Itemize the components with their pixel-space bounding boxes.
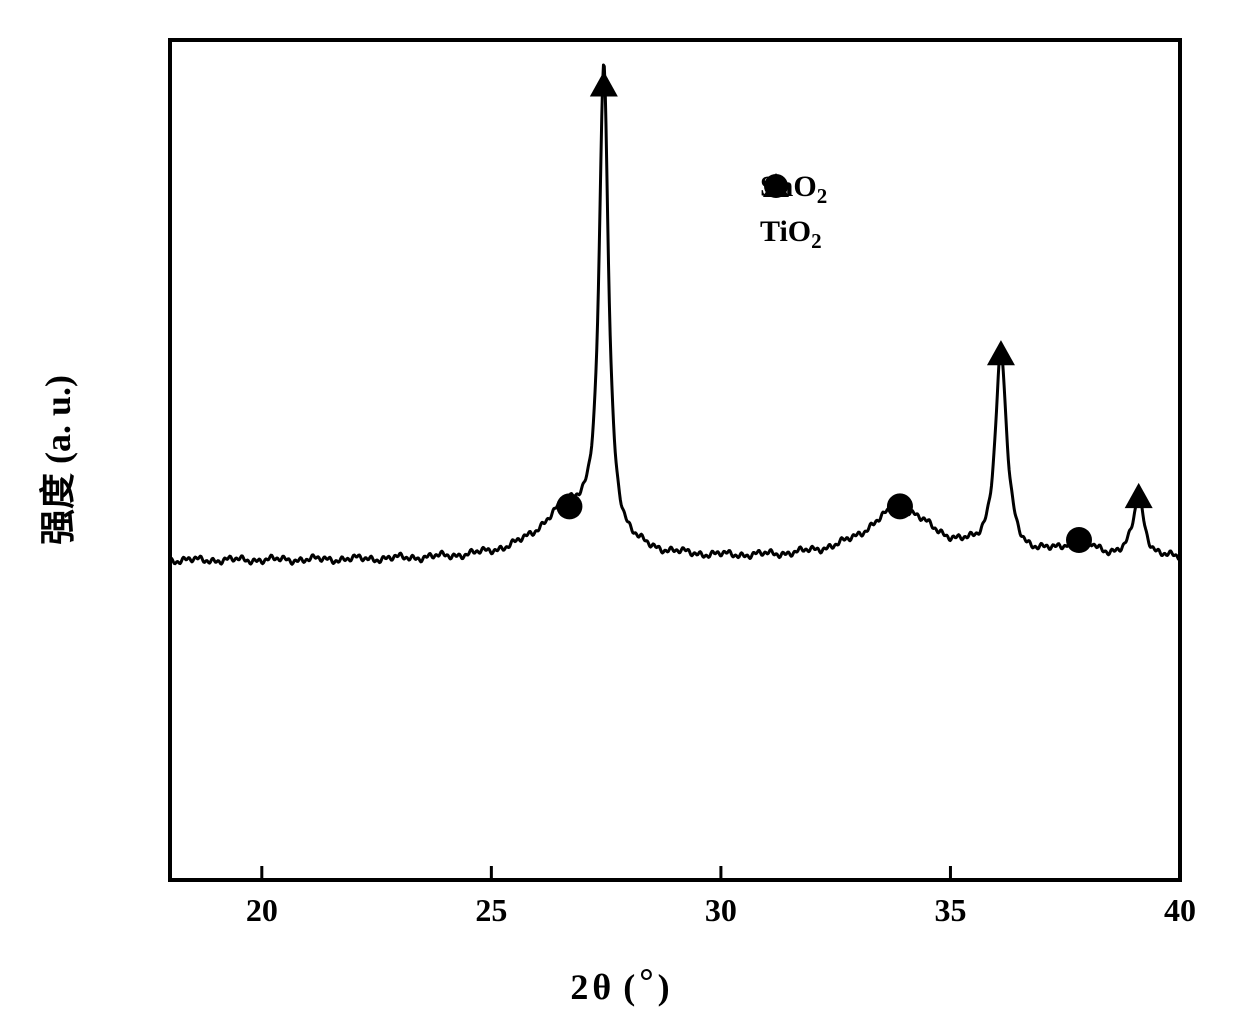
xlabel-lparen: ( xyxy=(623,967,635,1007)
x-tick-label: 25 xyxy=(475,892,507,929)
legend-item: TiO2 xyxy=(760,215,827,254)
xrd-figure: 强度 (a. u.) 2θ (°) SnO2TiO2 20 25 30 35 40 xyxy=(0,0,1240,1036)
triangle-icon xyxy=(760,170,792,202)
x-tick-label: 20 xyxy=(246,892,278,929)
x-tick-label: 30 xyxy=(705,892,737,929)
plot-svg xyxy=(0,0,1240,1036)
xlabel-2: 2 xyxy=(570,967,588,1007)
xlabel-theta: θ xyxy=(592,967,611,1007)
x-tick-label: 40 xyxy=(1164,892,1196,929)
xlabel-degree: ° xyxy=(639,961,653,1001)
y-axis-label: 强度 (a. u.) xyxy=(29,375,81,545)
legend: SnO2TiO2 xyxy=(760,170,827,260)
legend-label: TiO2 xyxy=(760,215,822,254)
x-axis-label: 2θ(°) xyxy=(570,966,669,1008)
xlabel-rparen: ) xyxy=(658,967,670,1007)
x-tick-label: 35 xyxy=(934,892,966,929)
